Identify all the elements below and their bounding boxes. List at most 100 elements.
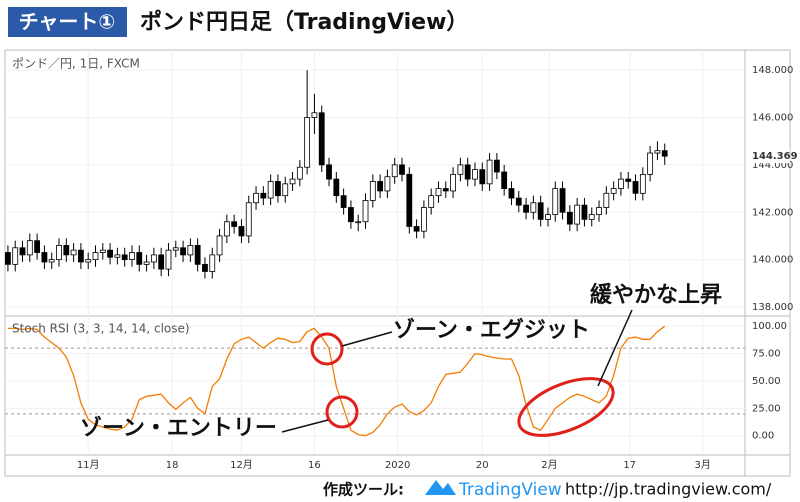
x-tick-label: 2020 [385, 460, 410, 471]
candle-body [632, 181, 639, 194]
badge: チャート① [19, 10, 116, 34]
annotation: 緩やかな上昇 [590, 282, 722, 308]
candle-body [523, 204, 529, 213]
callout-line [281, 419, 329, 433]
entry-circle [325, 395, 359, 429]
candle-body [48, 259, 55, 263]
candle-body [384, 176, 391, 192]
candle-body [231, 221, 238, 227]
callout-line [341, 331, 393, 347]
x-tick-label: 12月 [230, 459, 253, 471]
candle-body [12, 247, 19, 265]
x-tick-label: 2月 [541, 459, 557, 471]
candle-body [362, 200, 369, 223]
candle-body [515, 197, 522, 206]
candle-body [150, 254, 157, 263]
footer-url: http://jp.tradingview.com/ [565, 480, 772, 499]
callout-line [597, 309, 633, 387]
candle-body [282, 183, 289, 197]
candle-body [41, 252, 48, 263]
candle-body [216, 235, 223, 256]
candle-body [136, 252, 143, 265]
x-tick-label: 17 [623, 460, 636, 471]
candle-body [289, 178, 296, 185]
x-tick-label: 11月 [77, 459, 100, 471]
candle-body [260, 192, 267, 199]
exit-circle [310, 332, 344, 366]
candle-body [318, 112, 325, 166]
candle-body [85, 259, 92, 263]
candle-body [377, 181, 384, 192]
candle-body [457, 164, 464, 175]
candle-body [311, 112, 318, 118]
candle-body [26, 240, 33, 256]
footer-brand: TradingView [458, 480, 562, 500]
candle-body [442, 188, 449, 192]
x-tick-label: 3月 [694, 459, 710, 471]
y-tick-label: 144.000 [752, 160, 793, 171]
candle-body [194, 245, 201, 265]
annotation: ゾーン・エグジット [393, 317, 590, 343]
candle-body [596, 207, 602, 216]
candle-body [603, 192, 610, 208]
y-tick-label: 138.000 [752, 302, 793, 313]
candle-body [19, 247, 26, 256]
x-tick-label: 16 [308, 460, 321, 471]
candle-body [107, 249, 113, 258]
candle-body [202, 263, 208, 272]
candle-body [654, 150, 661, 154]
candle-body [661, 150, 668, 157]
candle-body [647, 152, 654, 175]
candle-body [63, 245, 70, 256]
candle-body [333, 178, 340, 197]
candle-body [165, 249, 172, 270]
annotation: ゾーン・エントリー [80, 415, 277, 441]
x-tick-label: 18 [166, 460, 179, 471]
candle-body [99, 249, 106, 253]
candle-body [245, 202, 252, 237]
y-tick-label: 25.00 [752, 403, 781, 414]
candle-body [180, 247, 186, 256]
y-tick-label: 142.000 [752, 207, 793, 218]
candle-body [472, 169, 478, 180]
brand-logo [425, 480, 456, 495]
candle-body [326, 164, 332, 180]
y-tick-label: 148.000 [752, 65, 793, 76]
y-tick-label: 75.00 [752, 349, 781, 360]
candle-body [464, 164, 471, 180]
footer-label: 作成ツール: [323, 481, 404, 499]
candle-body [223, 221, 230, 237]
candle-body [56, 245, 62, 261]
candle-body [304, 117, 311, 168]
price-title: ポンド／円, 1日, FXCM [12, 57, 140, 71]
rsi-title: Stoch RSI (3, 3, 14, 14, close) [12, 322, 190, 336]
candle-body [92, 252, 99, 261]
stoch-rsi-line [7, 325, 666, 437]
candle-body [581, 204, 588, 220]
candle-body [566, 211, 573, 225]
candle-body [187, 245, 194, 256]
candle-body [639, 173, 646, 194]
candle-body [296, 166, 303, 180]
candle-body [34, 240, 41, 253]
candle-body [501, 171, 508, 189]
candle-body [267, 181, 274, 199]
y-tick-label: 0.00 [752, 431, 774, 442]
candle-body [238, 226, 245, 237]
candle-body [391, 164, 398, 178]
candle-body [493, 159, 500, 173]
x-tick-label: 20 [476, 460, 489, 471]
candle-body [486, 159, 493, 185]
candle-body [5, 252, 11, 265]
candle-body [143, 261, 150, 265]
y-tick-label: 140.000 [752, 255, 793, 266]
badge-box [8, 7, 127, 37]
y-tick-label: 50.00 [752, 376, 781, 387]
candle-body [129, 252, 135, 261]
candle-body [574, 204, 581, 225]
candle-body [275, 181, 281, 197]
candle-body [552, 188, 559, 216]
candle-body [158, 254, 165, 270]
candle-body [545, 214, 551, 220]
